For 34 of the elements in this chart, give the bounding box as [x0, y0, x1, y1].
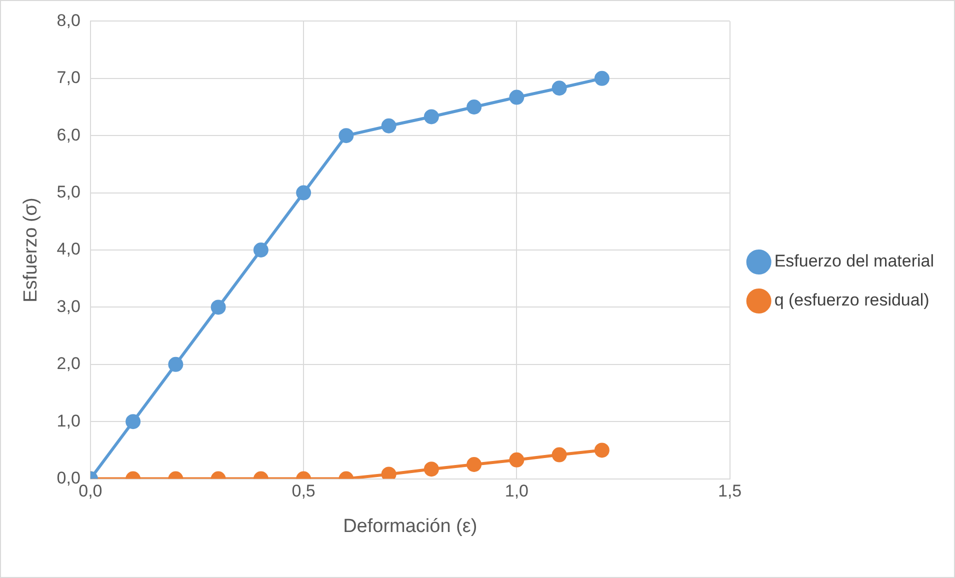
y-tick-label: 4,0 — [56, 240, 80, 259]
point — [424, 109, 439, 124]
point — [296, 185, 312, 200]
legend-label: q (esfuerzo residual) — [774, 290, 930, 310]
point — [466, 100, 482, 114]
point — [594, 442, 610, 458]
x-tick-label: 1,0 — [504, 482, 529, 501]
x-tick-label: 0,5 — [292, 482, 316, 501]
point — [381, 118, 396, 134]
point — [168, 356, 184, 372]
point — [552, 80, 567, 96]
y-tick-label: 7,0 — [56, 68, 80, 88]
point — [338, 128, 354, 144]
point — [126, 414, 141, 430]
x-axis-title: Deformación (ε) — [343, 516, 478, 537]
y-tick-label: 3,0 — [56, 296, 80, 316]
point — [509, 452, 524, 468]
point — [466, 457, 482, 472]
x-tick-label: 1,5 — [718, 482, 742, 501]
point — [210, 300, 226, 315]
y-tick-label: 2,0 — [56, 354, 80, 374]
point — [552, 447, 567, 462]
x-tick-label: 0,0 — [78, 482, 102, 501]
point — [253, 242, 268, 258]
y-tick-label: 1,0 — [56, 411, 80, 430]
point — [424, 462, 439, 477]
point — [594, 70, 610, 86]
y-tick-label: 5,0 — [56, 182, 80, 202]
y-tick-label: 8,0 — [56, 10, 80, 30]
legend-label: Esfuerzo del material — [774, 252, 934, 271]
y-tick-label: 6,0 — [56, 125, 80, 144]
y-axis-title: Esfuerzo (σ) — [20, 198, 42, 302]
y-tick-label: 0,0 — [56, 468, 80, 488]
point — [509, 90, 524, 105]
